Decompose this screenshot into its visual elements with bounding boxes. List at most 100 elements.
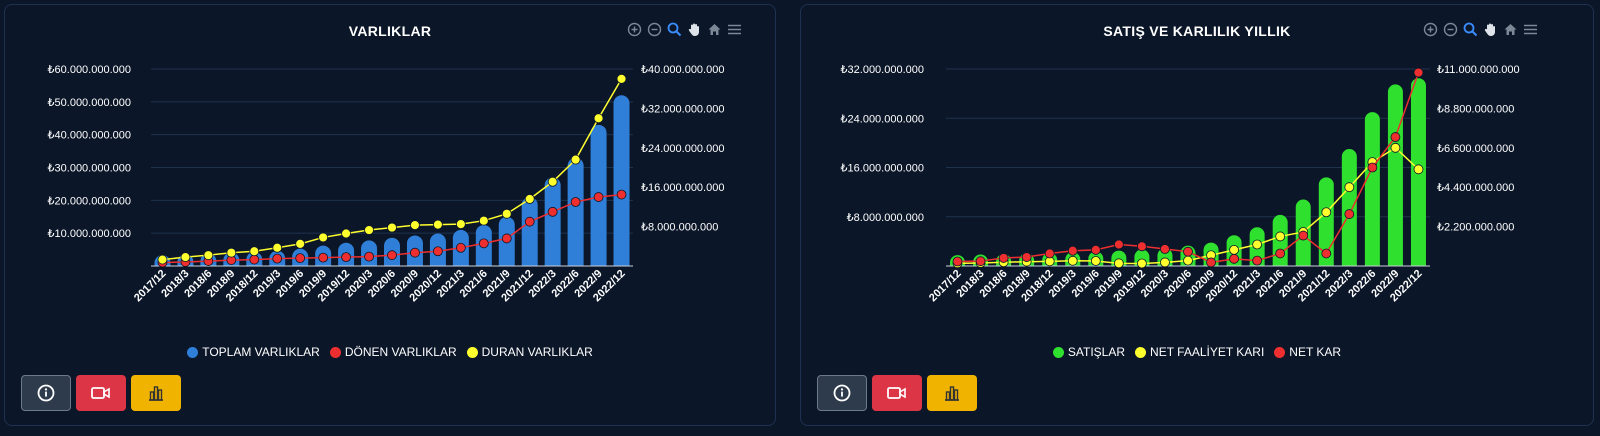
bar	[1387, 84, 1403, 267]
legend-item-net-profit[interactable]: NET KAR	[1274, 345, 1341, 359]
zoom-out-icon[interactable]	[646, 21, 663, 38]
line-point	[1206, 257, 1216, 268]
line-point	[1413, 67, 1424, 78]
chart-button[interactable]	[131, 375, 181, 411]
line-point	[501, 233, 512, 244]
line-point	[1137, 258, 1147, 269]
line-point	[1229, 244, 1239, 255]
legend-item-current-assets[interactable]: DÖNEN VARLIKLAR	[329, 345, 457, 359]
line-point	[1275, 248, 1286, 259]
left-axis-tick-label: ₺24.000.000.000	[841, 113, 924, 125]
line-point	[433, 219, 443, 230]
x-axis-tick-label: 2017/12	[927, 268, 964, 305]
chart-legend: TOPLAM VARLIKLAR DÖNEN VARLIKLAR DURAN V…	[5, 345, 775, 359]
legend-item-sales[interactable]: SATIŞLAR	[1052, 345, 1125, 359]
line-point	[364, 225, 374, 235]
bar	[1341, 149, 1357, 266]
left-axis-tick-label: ₺32.000.000.000	[841, 64, 924, 76]
line-point	[410, 247, 420, 258]
left-axis-tick-label: ₺8.000.000.000	[847, 212, 924, 224]
line-point	[203, 250, 214, 261]
bar	[613, 95, 630, 267]
action-buttons	[817, 375, 977, 411]
line-point	[318, 232, 329, 243]
line-point	[952, 256, 963, 267]
line-point	[387, 250, 397, 261]
line-point	[341, 228, 351, 239]
line-point	[1344, 209, 1355, 219]
line-point	[478, 238, 489, 249]
assets-chart-plot: ₺10.000.000.000 ₺20.000.000.000 ₺30.000.00…	[48, 64, 725, 304]
line-point	[593, 192, 604, 202]
home-reset-icon[interactable]	[1502, 21, 1519, 38]
chart-toolbar	[1422, 21, 1539, 38]
line-point	[1160, 257, 1170, 268]
line-point	[1252, 255, 1263, 266]
pan-hand-icon[interactable]	[686, 21, 703, 38]
assets-chart-panel: VARLIKLAR ₺10.000.000.000 ₺20.000.000.000…	[4, 4, 776, 426]
line-point	[616, 73, 627, 84]
line-point	[249, 254, 260, 265]
line-point	[410, 220, 420, 231]
line-point	[1044, 248, 1055, 259]
line-point	[524, 216, 535, 227]
line-point	[1298, 230, 1309, 241]
info-icon	[37, 384, 55, 402]
line-point	[433, 246, 443, 257]
video-button[interactable]	[76, 375, 126, 411]
line-point	[455, 219, 466, 230]
line-point	[272, 242, 283, 253]
zoom-in-icon[interactable]	[626, 21, 643, 38]
line-point	[1160, 244, 1170, 254]
line-point	[455, 242, 466, 253]
legend-marker	[1135, 346, 1147, 358]
selection-zoom-icon[interactable]	[666, 21, 683, 38]
line-point	[226, 247, 237, 258]
line-point	[570, 197, 581, 207]
right-axis-tick-label: ₺11.000.000.000	[1437, 64, 1520, 76]
line-point	[547, 176, 558, 187]
line-point	[1067, 245, 1078, 256]
sales-profit-chart-panel: SATIŞ VE KARLILIK YILLIK ₺8.000.000.000 ₺…	[800, 4, 1594, 426]
line-point	[157, 254, 168, 265]
line-point	[1229, 253, 1239, 264]
menu-icon[interactable]	[1522, 21, 1539, 38]
line-point	[478, 215, 489, 226]
legend-label: TOPLAM VARLIKLAR	[202, 345, 320, 359]
legend-label: NET KAR	[1289, 345, 1342, 359]
bar	[1364, 112, 1380, 266]
legend-item-fixed-assets[interactable]: DURAN VARLIKLAR	[466, 345, 593, 359]
right-axis-tick-label: ₺8.000.000.000	[641, 222, 718, 234]
zoom-out-icon[interactable]	[1442, 21, 1459, 38]
legend-item-total-assets[interactable]: TOPLAM VARLIKLAR	[187, 345, 320, 359]
menu-icon[interactable]	[726, 21, 743, 38]
left-axis-tick-label: ₺60.000.000.000	[48, 64, 131, 76]
line-point	[1367, 162, 1378, 173]
line-point	[1321, 207, 1332, 218]
legend-item-operating-profit[interactable]: NET FAALİYET KARI	[1135, 345, 1264, 359]
left-axis-tick-label: ₺10.000.000.000	[48, 228, 131, 240]
video-icon	[91, 387, 110, 399]
right-axis-tick-label: ₺4.400.000.000	[1437, 182, 1514, 194]
line-point	[1183, 255, 1193, 266]
bar	[521, 197, 538, 266]
info-button[interactable]	[817, 375, 867, 411]
chart-button[interactable]	[927, 375, 977, 411]
action-buttons	[21, 375, 181, 411]
video-button[interactable]	[872, 375, 922, 411]
chart-title: SATIŞ VE KARLILIK YILLIK	[1103, 23, 1291, 39]
zoom-in-icon[interactable]	[1422, 21, 1439, 38]
home-reset-icon[interactable]	[706, 21, 723, 38]
line-point	[1067, 255, 1078, 266]
selection-zoom-icon[interactable]	[1462, 21, 1479, 38]
legend-label: NET FAALİYET KARI	[1150, 345, 1265, 359]
line-point	[1321, 248, 1332, 259]
legend-marker	[1052, 346, 1064, 358]
left-axis-tick-label: ₺40.000.000.000	[48, 130, 131, 142]
right-axis-tick-label: ₺24.000.000.000	[641, 143, 724, 155]
right-axis-tick-label: ₺2.200.000.000	[1437, 222, 1514, 234]
info-button[interactable]	[21, 375, 71, 411]
line-point	[364, 251, 374, 262]
pan-hand-icon[interactable]	[1482, 21, 1499, 38]
chart-toolbar	[626, 21, 743, 38]
